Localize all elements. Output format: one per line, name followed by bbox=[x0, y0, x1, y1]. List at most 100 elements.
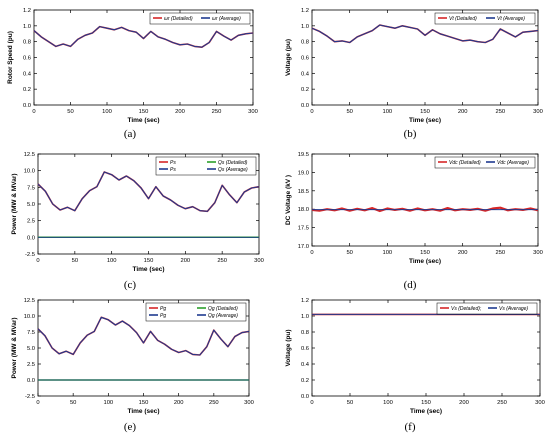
y-tick-label-e-6: 12.5 bbox=[24, 298, 35, 304]
series-line-e-1 bbox=[37, 316, 250, 356]
y-tick-label-b-3: 0.6 bbox=[301, 56, 309, 62]
y-tick-label-a-0: 0.0 bbox=[23, 103, 31, 109]
x-tick-label-f-4: 200 bbox=[459, 400, 469, 406]
legend-entry-e-1: Pg bbox=[160, 313, 166, 319]
panel-label-e: (e) bbox=[123, 421, 137, 433]
x-tick-label-f-5: 250 bbox=[497, 400, 507, 406]
y-tick-label-a-1: 0.2 bbox=[23, 87, 31, 93]
y-tick-label-c-5: 10.0 bbox=[24, 169, 35, 175]
y-tick-label-c-6: 12.5 bbox=[24, 152, 35, 158]
y-tick-label-a-6: 1.2 bbox=[23, 8, 31, 14]
y-tick-label-d-1: 17.5 bbox=[298, 226, 309, 232]
x-axis-label-a: Time (sec) bbox=[127, 117, 159, 124]
x-tick-label-f-2: 100 bbox=[383, 400, 393, 406]
legend-box-d bbox=[434, 156, 536, 169]
x-tick-label-d-3: 150 bbox=[420, 250, 430, 256]
series-line-b-1 bbox=[311, 24, 539, 44]
y-tick-label-b-2: 0.4 bbox=[301, 71, 310, 77]
x-tick-label-d-5: 250 bbox=[495, 250, 505, 256]
panel-label-a: (a) bbox=[123, 128, 137, 140]
y-axis-label-e: Power (MW & MVar) bbox=[11, 317, 18, 378]
y-tick-label-d-3: 18.5 bbox=[298, 189, 309, 195]
y-tick-label-e-5: 10.0 bbox=[24, 314, 35, 320]
y-tick-label-b-4: 0.8 bbox=[301, 40, 309, 46]
x-tick-label-c-0: 0 bbox=[36, 258, 39, 264]
y-tick-label-f-2: 0.4 bbox=[301, 362, 310, 368]
y-axis-label-a: Rotor Speed (pu) bbox=[7, 31, 14, 84]
x-tick-label-f-6: 300 bbox=[535, 400, 545, 406]
x-tick-label-d-0: 0 bbox=[310, 250, 313, 256]
panel-label-f: (f) bbox=[404, 421, 416, 433]
x-tick-label-e-6: 300 bbox=[244, 400, 254, 406]
x-tick-label-c-1: 50 bbox=[72, 258, 78, 264]
panel-label-b: (b) bbox=[403, 128, 417, 140]
legend-entry-c-3: Qs (Average) bbox=[218, 167, 248, 173]
y-tick-label-b-6: 1.2 bbox=[301, 8, 309, 14]
y-tick-label-e-0: -2.5 bbox=[25, 394, 35, 400]
legend-box-c bbox=[155, 156, 257, 176]
y-tick-label-c-4: 7.5 bbox=[27, 185, 35, 191]
x-tick-label-c-3: 150 bbox=[144, 258, 154, 264]
x-tick-label-c-6: 300 bbox=[254, 258, 264, 264]
x-tick-label-c-4: 200 bbox=[180, 258, 190, 264]
y-tick-label-d-0: 17.0 bbox=[298, 244, 309, 250]
y-tick-label-e-2: 2.5 bbox=[27, 362, 35, 368]
x-tick-label-e-1: 50 bbox=[70, 400, 76, 406]
series-line-a-1 bbox=[33, 26, 254, 48]
y-axis-label-d: DC Voltage (kV ) bbox=[285, 175, 292, 225]
y-tick-label-f-6: 1.2 bbox=[301, 298, 309, 304]
legend-entry-e-3: Qg (Average) bbox=[208, 313, 238, 319]
legend-entry-a-1: ωr (Average) bbox=[212, 16, 241, 22]
y-tick-label-f-5: 1.0 bbox=[301, 314, 309, 320]
y-tick-label-f-3: 0.6 bbox=[301, 346, 309, 352]
panel-label-c: (c) bbox=[123, 279, 137, 291]
legend-box-b bbox=[434, 12, 536, 25]
series-line-b-0 bbox=[311, 24, 539, 44]
x-tick-label-a-6: 300 bbox=[248, 109, 258, 115]
y-tick-label-a-3: 0.6 bbox=[23, 56, 31, 62]
y-axis-label-b: Voltage (pu) bbox=[285, 39, 292, 76]
y-axis-label-f: Voltage (pu) bbox=[285, 329, 292, 366]
y-tick-label-e-1: 0.0 bbox=[27, 378, 35, 384]
series-line-c-1 bbox=[37, 171, 260, 212]
y-tick-label-f-1: 0.2 bbox=[301, 378, 309, 384]
legend-box-f bbox=[436, 302, 538, 315]
y-tick-label-b-0: 0.0 bbox=[301, 103, 309, 109]
x-tick-label-a-1: 50 bbox=[67, 109, 73, 115]
legend-entry-f-1: Vs (Average) bbox=[499, 306, 528, 312]
series-line-d-0 bbox=[311, 206, 539, 213]
x-tick-label-a-0: 0 bbox=[32, 109, 35, 115]
legend-entry-c-1: Ps bbox=[170, 167, 176, 173]
legend-entry-a-0: ωr (Detailed) bbox=[164, 16, 193, 22]
x-axis-label-c: Time (sec) bbox=[132, 266, 164, 273]
y-tick-label-d-2: 18.0 bbox=[298, 207, 309, 213]
y-tick-label-d-5: 19.5 bbox=[298, 152, 309, 158]
y-tick-label-e-3: 5.0 bbox=[27, 346, 35, 352]
x-tick-label-a-3: 150 bbox=[139, 109, 149, 115]
x-axis-label-e: Time (sec) bbox=[127, 408, 159, 415]
x-tick-label-b-4: 200 bbox=[458, 109, 468, 115]
x-tick-label-d-2: 100 bbox=[382, 250, 392, 256]
legend-entry-f-0: Vs (Detailed); bbox=[451, 306, 482, 312]
legend-box-e bbox=[145, 302, 247, 322]
legend-entry-c-0: Ps bbox=[170, 160, 176, 166]
y-tick-label-d-4: 19.0 bbox=[298, 170, 309, 176]
x-tick-label-c-2: 100 bbox=[107, 258, 117, 264]
legend-entry-d-0: Vdc (Detailed) bbox=[449, 160, 481, 166]
y-tick-label-e-4: 7.5 bbox=[27, 330, 35, 336]
x-tick-label-c-5: 250 bbox=[217, 258, 227, 264]
legend-entry-b-1: Vt (Average) bbox=[497, 16, 525, 22]
y-tick-label-c-3: 5.0 bbox=[27, 202, 35, 208]
x-tick-label-a-2: 100 bbox=[102, 109, 112, 115]
x-tick-label-f-1: 50 bbox=[347, 400, 353, 406]
legend-box-a bbox=[149, 12, 251, 25]
x-tick-label-b-2: 100 bbox=[382, 109, 392, 115]
x-tick-label-f-0: 0 bbox=[310, 400, 313, 406]
x-tick-label-f-3: 150 bbox=[421, 400, 431, 406]
x-tick-label-d-6: 300 bbox=[533, 250, 543, 256]
y-tick-label-b-1: 0.2 bbox=[301, 87, 309, 93]
x-tick-label-e-3: 150 bbox=[139, 400, 149, 406]
y-tick-label-f-4: 0.8 bbox=[301, 330, 309, 336]
panel-label-d: (d) bbox=[403, 279, 417, 291]
x-tick-label-d-4: 200 bbox=[458, 250, 468, 256]
